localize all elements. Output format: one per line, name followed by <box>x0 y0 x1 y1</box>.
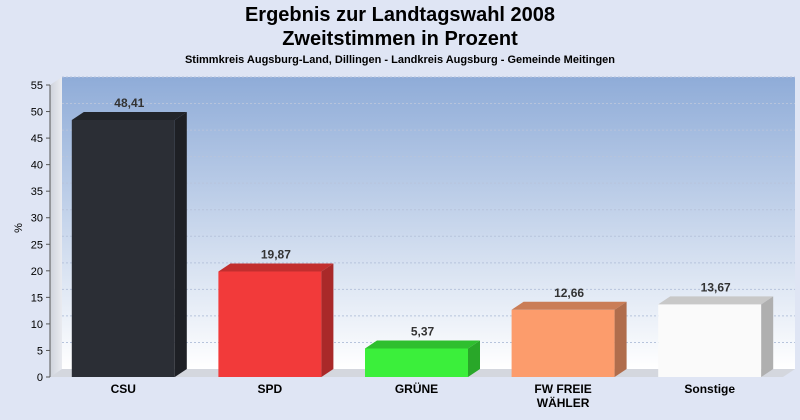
bar-side <box>761 296 774 377</box>
category-label: WÄHLER <box>537 395 590 410</box>
bar-side <box>174 111 187 377</box>
bar-2 <box>365 340 480 377</box>
y-tick-label: 45 <box>31 133 43 145</box>
bar-front <box>218 271 322 377</box>
value-label: 19,87 <box>261 248 291 262</box>
y-tick-label: 30 <box>31 213 43 225</box>
y-tick-label: 0 <box>37 372 43 384</box>
category-label: Sonstige <box>684 382 735 396</box>
y-tick-label: 50 <box>31 107 43 119</box>
bar-side <box>321 263 334 377</box>
y-tick-label: 20 <box>31 266 43 278</box>
y-tick-label: 15 <box>31 292 43 304</box>
category-label: FW FREIE <box>534 382 591 396</box>
bar-side <box>468 340 480 377</box>
bar-top <box>71 111 187 120</box>
plot-left-wall <box>50 77 62 377</box>
value-label: 5,37 <box>411 324 435 338</box>
category-label: SPD <box>258 382 283 396</box>
bar-front <box>365 348 468 377</box>
value-label: 12,66 <box>554 286 584 300</box>
bar-top <box>365 340 480 349</box>
bar-top <box>218 263 334 272</box>
bar-1 <box>218 263 334 377</box>
chart-subtitle: Stimmkreis Augsburg-Land, Dillingen - La… <box>184 54 616 66</box>
bar-front <box>658 304 762 377</box>
bar-0 <box>71 111 187 377</box>
y-tick-label: 35 <box>31 186 43 198</box>
bar-3 <box>511 301 627 377</box>
category-label: GRÜNE <box>395 381 438 396</box>
bar-top <box>658 296 774 305</box>
chart-subtitle-line: Zweitstimmen in Prozent <box>282 28 518 50</box>
bar-top <box>511 301 627 310</box>
bar-front <box>71 119 175 377</box>
value-label: 48,41 <box>114 96 144 110</box>
y-axis-label: % <box>13 223 25 233</box>
bar-side <box>614 301 627 377</box>
y-tick-label: 10 <box>31 319 43 331</box>
value-label: 13,67 <box>701 280 731 294</box>
chart-title: Ergebnis zur Landtagswahl 2008 <box>244 4 556 26</box>
y-tick-label: 40 <box>31 160 43 172</box>
y-tick-label: 55 <box>31 80 43 92</box>
y-tick-label: 25 <box>31 239 43 251</box>
bar-4 <box>658 296 774 377</box>
y-tick-label: 5 <box>37 345 43 357</box>
category-label: CSU <box>111 382 136 396</box>
bar-front <box>511 309 615 377</box>
